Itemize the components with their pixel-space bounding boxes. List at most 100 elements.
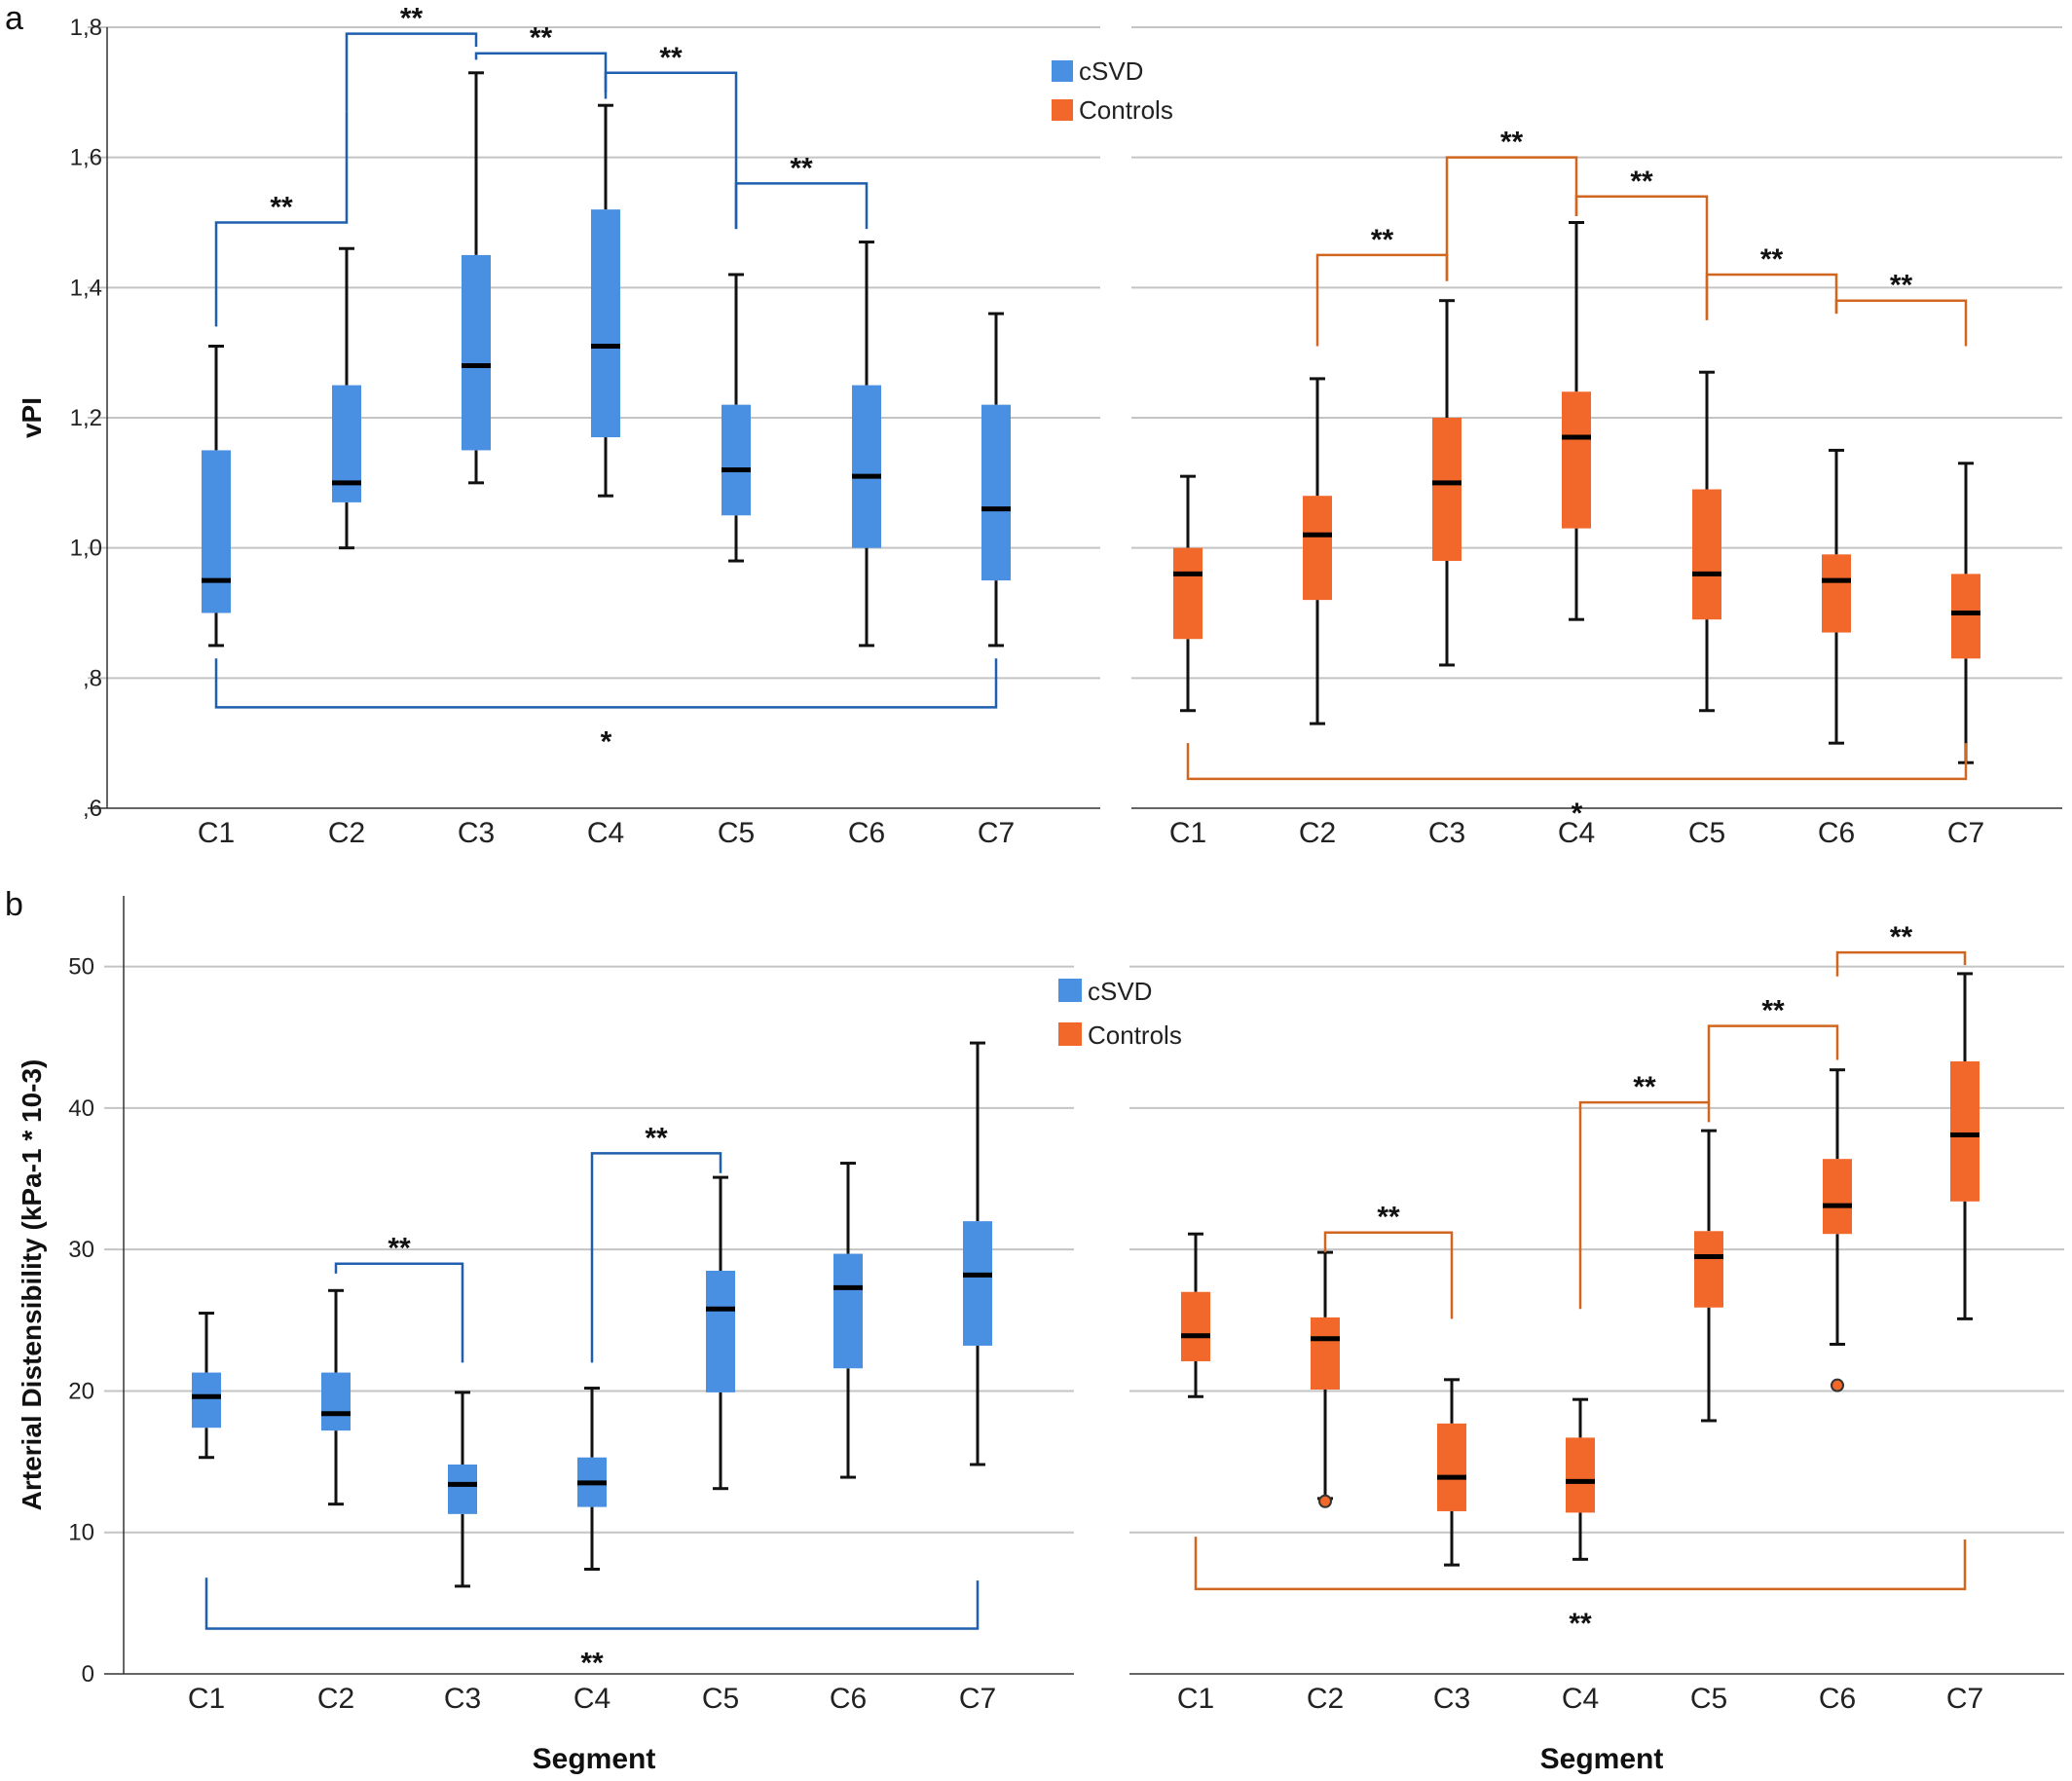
iqr-box <box>1822 554 1851 633</box>
iqr-box <box>722 404 751 516</box>
box-C7 <box>1951 462 1980 764</box>
iqr-box <box>1950 1060 1980 1202</box>
box-C1 <box>1173 474 1202 713</box>
box-C5 <box>1692 370 1721 713</box>
panel-label-b: b <box>5 886 23 923</box>
y-tick-label: 10 <box>68 1520 94 1546</box>
outlier-point <box>1831 1378 1844 1392</box>
iqr-box <box>706 1270 735 1392</box>
panel-label-a: a <box>5 0 23 37</box>
significance-bracket <box>590 1152 722 1363</box>
box-C4 <box>1562 221 1591 621</box>
legend-b: cSVD Controls <box>1058 977 1182 1050</box>
x-tick-label: C6 <box>1818 817 1855 849</box>
box-C3 <box>1432 299 1462 667</box>
iqr-box <box>202 450 231 613</box>
x-tick-label: C3 <box>1433 1683 1470 1715</box>
significance-bracket <box>1445 156 1578 281</box>
iqr-box <box>1562 391 1591 529</box>
iqr-box <box>591 209 620 438</box>
significance-bracket <box>1315 253 1449 347</box>
significance-label: ** <box>1760 243 1784 276</box>
significance-label: ** <box>580 1648 604 1680</box>
y-tick-label: 30 <box>68 1237 94 1263</box>
x-tick-label: C1 <box>1177 1683 1214 1715</box>
box-C1 <box>202 344 231 648</box>
x-tick-label: C3 <box>458 817 495 849</box>
box-C2 <box>1303 377 1332 725</box>
x-tick-label: C6 <box>830 1683 867 1715</box>
significance-label: ** <box>1569 1608 1592 1640</box>
significance-bracket <box>214 111 349 327</box>
box-C7 <box>963 1041 992 1466</box>
box-C5 <box>1694 1129 1723 1423</box>
box-C3 <box>1437 1378 1466 1567</box>
legend-swatch-controls <box>1052 99 1073 121</box>
significance-label: ** <box>1633 1071 1656 1103</box>
significance-bracket <box>474 52 608 93</box>
significance-label: ** <box>1890 921 1913 953</box>
iqr-box <box>1566 1437 1595 1513</box>
x-tick-label: C1 <box>198 817 235 849</box>
iqr-box <box>852 385 881 548</box>
y-tick-label: 1,2 <box>70 405 102 431</box>
box-C1 <box>1181 1232 1210 1398</box>
y-tick-label: 1,4 <box>70 275 102 301</box>
legend-a: cSVD Controls <box>1052 56 1173 125</box>
legend-swatch-controls <box>1058 1022 1082 1046</box>
box-C6 <box>1822 448 1851 745</box>
significance-bracket <box>345 32 478 112</box>
significance-label: ** <box>1761 995 1785 1027</box>
box-C2 <box>1311 1250 1340 1501</box>
legend-label-csvd: cSVD <box>1088 977 1152 1006</box>
significance-bracket <box>1574 195 1709 320</box>
legend-label-controls: Controls <box>1079 95 1173 125</box>
significance-bracket <box>1578 1100 1711 1310</box>
x-axis-label: Segment <box>1540 1743 1664 1775</box>
significance-label: ** <box>1890 270 1913 302</box>
box-C2 <box>332 246 361 550</box>
y-tick-label: 0 <box>82 1661 94 1688</box>
x-tick-label: C7 <box>959 1683 996 1715</box>
box-C6 <box>1823 1068 1852 1347</box>
significance-bracket <box>734 182 869 230</box>
iqr-box <box>1951 574 1980 659</box>
box-C6 <box>852 241 881 648</box>
significance-label: ** <box>530 22 553 55</box>
x-tick-label: C7 <box>1946 1683 1983 1715</box>
x-tick-label: C4 <box>574 1683 610 1715</box>
box-C5 <box>706 1175 735 1491</box>
chart-distensibility-controls: Segment C1 C2 C3 C4 C5 C6 C7 ** ** ** ** ** <box>1129 921 2064 1775</box>
box-C4 <box>577 1387 607 1571</box>
y-axis-label: vPI <box>17 397 47 438</box>
significance-bracket <box>334 1262 464 1363</box>
significance-label: ** <box>270 192 293 224</box>
y-tick-label: 20 <box>68 1378 94 1404</box>
x-tick-label: C2 <box>317 1683 354 1715</box>
x-tick-label: C7 <box>978 817 1015 849</box>
iqr-box <box>1303 496 1332 601</box>
significance-bracket <box>204 1577 980 1630</box>
box-C5 <box>722 273 751 563</box>
box-C7 <box>981 312 1011 648</box>
y-tick-label: 50 <box>68 954 94 981</box>
x-axis-label: Segment <box>533 1743 656 1775</box>
significance-bracket <box>1194 1537 1967 1591</box>
iqr-box <box>1311 1317 1340 1391</box>
significance-label: ** <box>1377 1202 1400 1234</box>
y-tick-label: ,6 <box>83 796 102 822</box>
legend-label-controls: Controls <box>1088 1020 1182 1050</box>
significance-label: ** <box>790 152 813 184</box>
chart-distensibility-csvd: 0 10 20 30 40 50 Arterial Distensibility (kPa-… <box>17 896 1074 1775</box>
x-tick-label: C4 <box>1558 817 1595 849</box>
iqr-box <box>1437 1423 1466 1511</box>
box-C4 <box>1566 1397 1595 1561</box>
iqr-box <box>192 1372 221 1429</box>
iqr-box <box>833 1253 863 1369</box>
y-tick-label: 1,6 <box>70 145 102 171</box>
significance-bracket <box>1186 743 1968 781</box>
box-C7 <box>1950 972 1980 1320</box>
iqr-box <box>321 1372 351 1431</box>
iqr-box <box>1694 1231 1723 1308</box>
x-tick-label: C3 <box>1428 817 1465 849</box>
